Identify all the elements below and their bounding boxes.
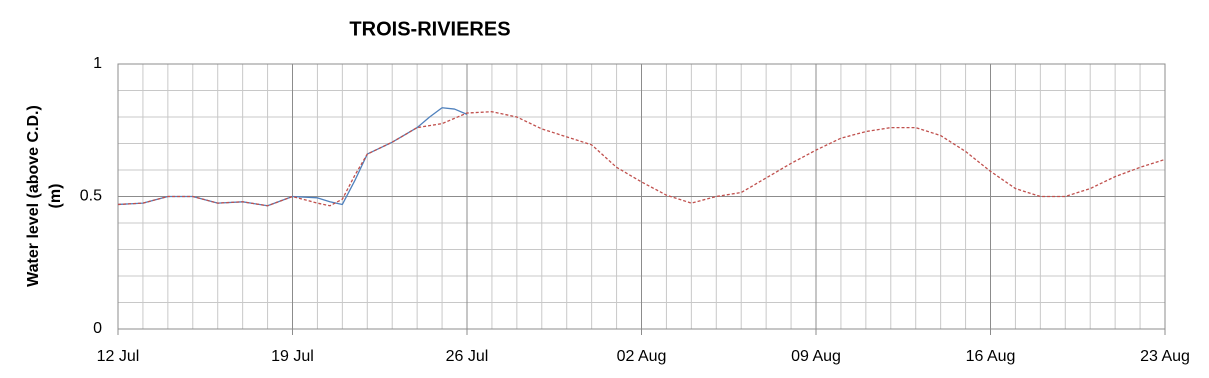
data-line: [117, 111, 1166, 207]
x-tick-label: 23 Aug: [1140, 348, 1190, 365]
x-tick-label: 12 Jul: [97, 348, 140, 365]
chart-title: TROIS-RIVIERES: [349, 18, 510, 40]
y-axis-label: Water level (above C.D.) (m): [25, 105, 64, 287]
x-tick-label: 19 Jul: [271, 348, 314, 365]
plot-border: [117, 63, 1166, 330]
y-axis-label-line: Water level (above C.D.): [25, 105, 42, 287]
y-axis-label-line: (m): [47, 184, 64, 209]
y-tick-label: 0: [93, 320, 102, 337]
y-tick-label: 0.5: [80, 188, 102, 205]
y-tick-label: 1: [93, 55, 102, 72]
x-tick-label: 26 Jul: [446, 348, 489, 365]
x-tick-label: 02 Aug: [617, 348, 667, 365]
x-tick-label: 09 Aug: [791, 348, 841, 365]
x-tick-label: 16 Aug: [966, 348, 1016, 365]
